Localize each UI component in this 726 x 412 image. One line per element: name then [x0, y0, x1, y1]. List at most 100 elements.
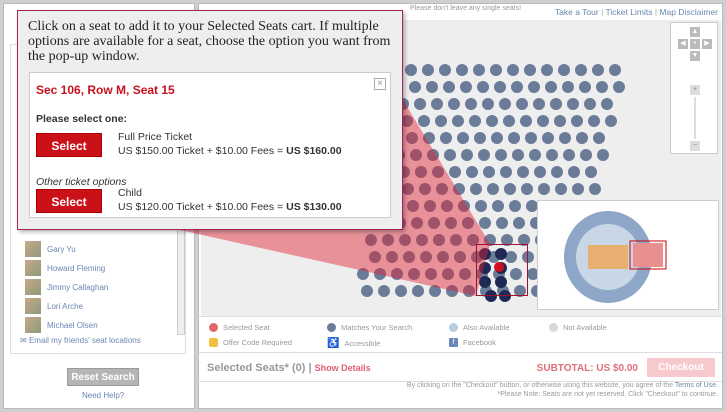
seat[interactable]	[495, 276, 507, 288]
seat[interactable]	[475, 200, 487, 212]
seat[interactable]	[357, 268, 369, 280]
seat[interactable]	[508, 132, 520, 144]
seat[interactable]	[554, 115, 566, 127]
seat[interactable]	[418, 115, 430, 127]
seat[interactable]	[462, 217, 474, 229]
seat[interactable]	[408, 268, 420, 280]
seat[interactable]	[494, 81, 506, 93]
seat[interactable]	[473, 64, 485, 76]
seat[interactable]	[365, 234, 377, 246]
seat[interactable]	[585, 166, 597, 178]
seat[interactable]	[406, 132, 418, 144]
seat[interactable]	[479, 248, 491, 260]
zoom-out-icon[interactable]: −	[690, 141, 700, 151]
seat[interactable]	[576, 132, 588, 144]
need-help-link[interactable]: Need Help?	[82, 391, 125, 400]
select-child-button[interactable]: Select	[36, 189, 102, 213]
seat[interactable]	[499, 98, 511, 110]
seat[interactable]	[456, 64, 468, 76]
seat[interactable]	[568, 166, 580, 178]
seat[interactable]	[460, 81, 472, 93]
seat[interactable]	[402, 183, 414, 195]
seat[interactable]	[504, 183, 516, 195]
seat[interactable]	[432, 166, 444, 178]
seat[interactable]	[613, 81, 625, 93]
seat[interactable]	[466, 166, 478, 178]
seat[interactable]	[452, 115, 464, 127]
seat[interactable]	[486, 115, 498, 127]
seat[interactable]	[495, 248, 507, 260]
seat[interactable]	[419, 183, 431, 195]
seat[interactable]	[584, 98, 596, 110]
seat[interactable]	[562, 81, 574, 93]
email-friends-link[interactable]: ✉ Email my friends' seat locations	[20, 336, 141, 345]
seat[interactable]	[517, 166, 529, 178]
seat[interactable]	[528, 81, 540, 93]
seat[interactable]	[444, 149, 456, 161]
seat[interactable]	[537, 115, 549, 127]
seat[interactable]	[482, 98, 494, 110]
seat[interactable]	[491, 132, 503, 144]
map-disclaimer-link[interactable]: Map Disclaimer	[659, 7, 718, 17]
seat[interactable]	[435, 115, 447, 127]
seat[interactable]	[457, 132, 469, 144]
seat[interactable]	[499, 290, 511, 302]
seat[interactable]	[424, 200, 436, 212]
seat[interactable]	[429, 285, 441, 297]
friend-item[interactable]: Jimmy Callaghan	[25, 279, 108, 295]
seat[interactable]	[477, 81, 489, 93]
seat[interactable]	[541, 64, 553, 76]
seat[interactable]	[546, 149, 558, 161]
seat[interactable]	[439, 64, 451, 76]
seat[interactable]	[605, 115, 617, 127]
seat[interactable]	[403, 251, 415, 263]
seat[interactable]	[527, 268, 539, 280]
seat[interactable]	[399, 234, 411, 246]
seat[interactable]	[411, 217, 423, 229]
seat[interactable]	[601, 98, 613, 110]
seat[interactable]	[512, 149, 524, 161]
seat[interactable]	[459, 268, 471, 280]
seat[interactable]	[501, 234, 513, 246]
seat[interactable]	[571, 115, 583, 127]
seat[interactable]	[511, 81, 523, 93]
pan-down-icon[interactable]: ▼	[690, 51, 700, 61]
seat[interactable]	[431, 98, 443, 110]
seat[interactable]	[461, 149, 473, 161]
zoom-slider[interactable]	[694, 97, 696, 139]
seat[interactable]	[538, 183, 550, 195]
seat[interactable]	[589, 183, 601, 195]
seat[interactable]	[361, 285, 373, 297]
seat[interactable]	[550, 98, 562, 110]
seat[interactable]	[378, 285, 390, 297]
seat[interactable]	[409, 81, 421, 93]
mini-map[interactable]	[537, 200, 719, 310]
seat[interactable]	[369, 251, 381, 263]
seat[interactable]	[391, 268, 403, 280]
seat[interactable]	[436, 183, 448, 195]
take-tour-link[interactable]: Take a Tour	[554, 7, 599, 17]
seat[interactable]	[558, 64, 570, 76]
terms-link[interactable]: Terms of Use	[674, 382, 717, 389]
seat[interactable]	[525, 132, 537, 144]
seat[interactable]	[453, 183, 465, 195]
seat[interactable]	[474, 132, 486, 144]
seat[interactable]	[484, 234, 496, 246]
seat[interactable]	[572, 183, 584, 195]
seat[interactable]	[509, 200, 521, 212]
seat[interactable]	[425, 268, 437, 280]
seat[interactable]	[487, 183, 499, 195]
seat[interactable]	[454, 251, 466, 263]
seat[interactable]	[448, 98, 460, 110]
seat[interactable]	[382, 234, 394, 246]
seat[interactable]	[479, 217, 491, 229]
seat[interactable]	[534, 166, 546, 178]
seat[interactable]	[469, 115, 481, 127]
seat[interactable]	[575, 64, 587, 76]
friend-item[interactable]: Michael Olsen	[25, 317, 98, 333]
seat[interactable]	[442, 268, 454, 280]
seat[interactable]	[507, 64, 519, 76]
seat[interactable]	[588, 115, 600, 127]
seat[interactable]	[428, 217, 440, 229]
seat[interactable]	[395, 285, 407, 297]
